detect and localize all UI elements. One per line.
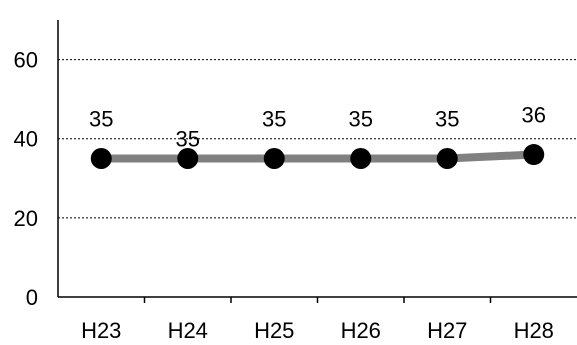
data-labels: 35 35 35 35 35 36 [89,103,546,152]
data-label-H26: 35 [349,107,373,132]
x-tick-label-H25: H25 [254,318,294,343]
data-point-H25 [263,148,285,169]
x-tick-label-H23: H23 [81,318,121,343]
y-tick-label-60: 60 [14,48,38,73]
series-line [97,150,538,163]
y-tick-label-40: 40 [14,127,38,152]
data-markers [90,144,545,169]
data-label-H28: 36 [522,103,546,128]
data-label-H24: 35 [176,127,200,152]
x-axis-tick-marks [143,297,492,303]
data-point-H24 [177,148,199,169]
data-point-H26 [350,148,372,169]
x-tick-label-H26: H26 [341,318,381,343]
x-tick-label-H24: H24 [168,318,208,343]
x-tick-label-H27: H27 [427,318,467,343]
y-tick-label-0: 0 [26,285,38,310]
y-axis-tick-labels: 0 20 40 60 [14,48,38,310]
x-axis-tick-labels: H23 H24 H25 H26 H27 H28 [81,318,554,343]
data-point-H27 [436,148,458,169]
x-tick-label-H28: H28 [514,318,554,343]
data-label-H23: 35 [89,107,113,132]
data-point-H28 [523,144,545,166]
data-label-H27: 35 [435,107,459,132]
data-label-H25: 35 [262,107,286,132]
gridlines [58,59,577,219]
y-tick-label-20: 20 [14,206,38,231]
data-point-H23 [90,148,112,169]
